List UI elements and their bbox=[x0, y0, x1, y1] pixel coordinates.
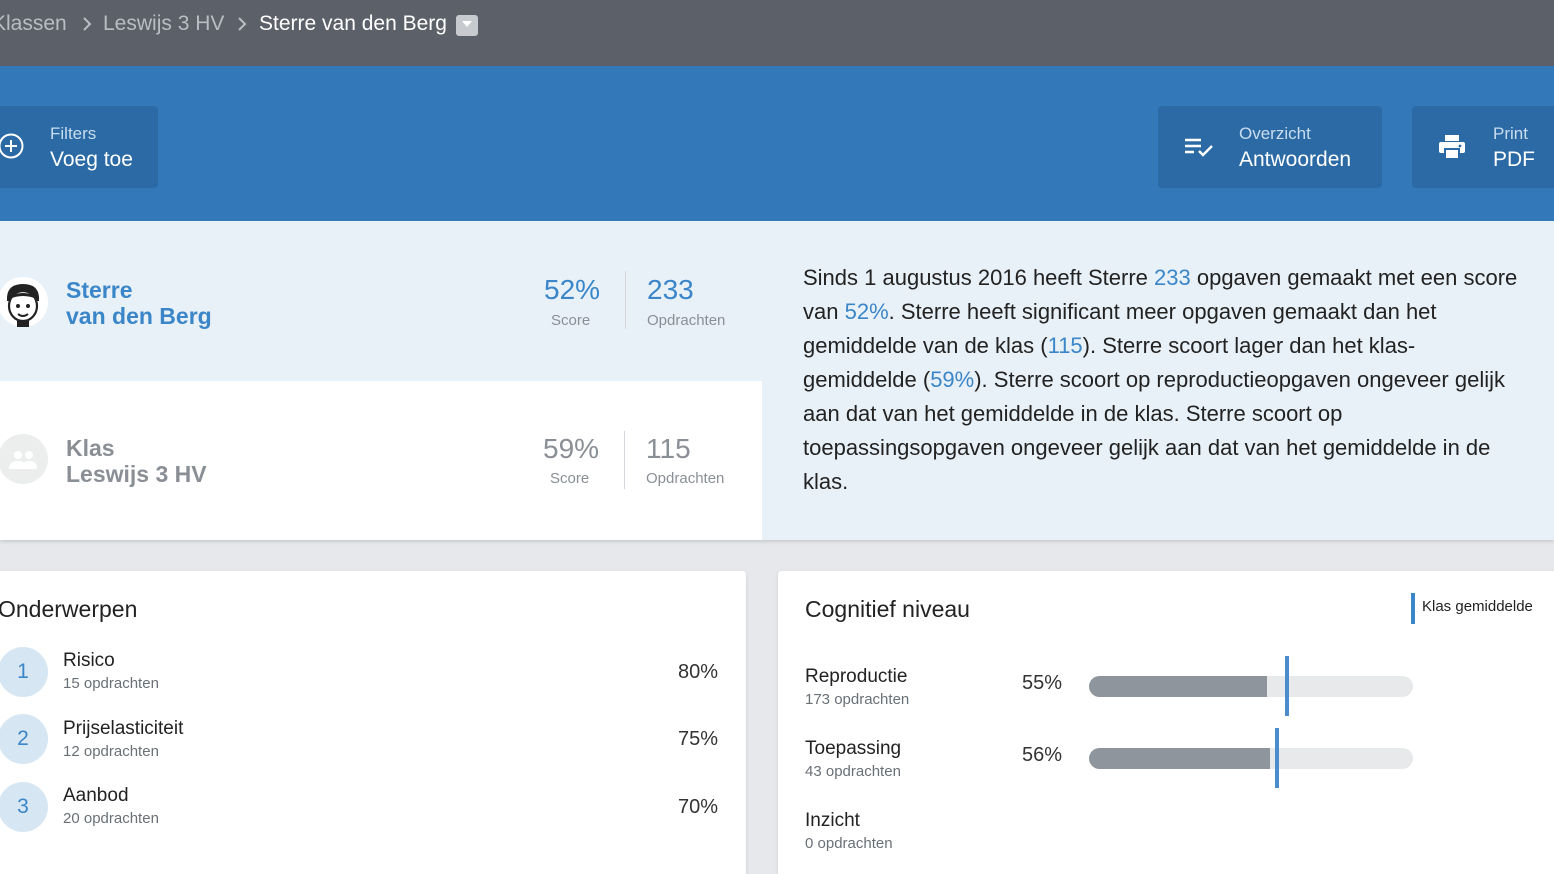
klas-count-label: Opdrachten bbox=[646, 470, 725, 487]
level-name: Inzicht bbox=[805, 810, 860, 831]
topic-score: 70% bbox=[677, 796, 718, 818]
group-icon bbox=[0, 434, 48, 484]
topic-number-badge: 3 bbox=[0, 782, 48, 832]
topic-name: Risico bbox=[63, 650, 115, 671]
level-score: 56% bbox=[1022, 744, 1063, 766]
onderwerpen-card: Onderwerpen 1 Risico 15 opdrachten 80% 2… bbox=[0, 571, 746, 874]
klas-score-label: Score bbox=[550, 470, 590, 487]
class-average-marker bbox=[1284, 656, 1289, 716]
topic-count: 15 opdrachten bbox=[63, 675, 159, 692]
print-pdf-button[interactable]: Print PDF bbox=[1412, 106, 1554, 188]
klas-row: Klas Leswijs 3 HV 59% Score 115 Opdracht… bbox=[0, 381, 762, 540]
filters-label: Filters bbox=[50, 124, 97, 143]
summary-description: Sinds 1 augustus 2016 heeft Sterre 233 o… bbox=[803, 265, 1518, 494]
class-average-marker bbox=[1274, 728, 1279, 788]
klas-count-value: 115 bbox=[646, 433, 691, 464]
topic-score: 80% bbox=[677, 661, 718, 683]
student-count-label: Opdrachten bbox=[647, 312, 726, 329]
top-bar: Klassen Leswijs 3 HV Sterre van den Berg bbox=[0, 0, 1554, 66]
student-avatar-icon bbox=[0, 277, 48, 327]
level-name: Toepassing bbox=[805, 738, 902, 759]
antwoorden-label: Antwoorden bbox=[1239, 148, 1352, 171]
caret-down-icon[interactable] bbox=[456, 15, 478, 36]
topic-number-badge: 2 bbox=[0, 714, 48, 764]
student-score-label: Score bbox=[551, 312, 591, 329]
summary-panel: Sterre van den Berg 52% Score 233 Opdrac… bbox=[0, 221, 1554, 540]
breadcrumb-current: Sterre van den Berg bbox=[259, 12, 447, 35]
chevron-right-icon bbox=[235, 14, 249, 34]
divider bbox=[624, 431, 625, 489]
topic-number-badge: 1 bbox=[0, 647, 48, 697]
pdf-label: PDF bbox=[1493, 148, 1535, 171]
level-count: 0 opdrachten bbox=[805, 835, 893, 852]
plus-circle-icon bbox=[0, 133, 24, 164]
overzicht-antwoorden-button[interactable]: Overzicht Antwoorden bbox=[1158, 106, 1382, 188]
breadcrumb-klas[interactable]: Leswijs 3 HV bbox=[103, 12, 225, 35]
print-label: Print bbox=[1493, 124, 1528, 143]
level-score: 55% bbox=[1022, 672, 1063, 694]
klas-score-value: 59% bbox=[543, 433, 600, 464]
student-score-value: 52% bbox=[544, 274, 601, 305]
printer-icon bbox=[1438, 134, 1466, 165]
level-bar-fill bbox=[1089, 748, 1271, 769]
breadcrumb-klassen[interactable]: Klassen bbox=[0, 12, 67, 35]
filters-action-label: Voeg toe bbox=[50, 148, 133, 171]
cognitief-niveau-card: Cognitief niveau Klas gemiddelde Reprodu… bbox=[778, 571, 1554, 874]
level-bar-fill bbox=[1089, 676, 1268, 697]
legend-label: Klas gemiddelde bbox=[1422, 598, 1533, 615]
student-name: Sterre van den Berg bbox=[66, 277, 212, 329]
legend-marker bbox=[1411, 593, 1415, 624]
topic-count: 20 opdrachten bbox=[63, 810, 159, 827]
checklist-icon bbox=[1184, 138, 1214, 163]
onderwerpen-title: Onderwerpen bbox=[0, 596, 138, 622]
overzicht-label: Overzicht bbox=[1239, 124, 1311, 143]
topic-count: 12 opdrachten bbox=[63, 743, 159, 760]
filters-button[interactable]: Filters Voeg toe bbox=[0, 106, 158, 188]
level-count: 173 opdrachten bbox=[805, 691, 910, 708]
chevron-right-icon bbox=[80, 14, 94, 34]
level-count: 43 opdrachten bbox=[805, 763, 901, 780]
level-name: Reproductie bbox=[805, 666, 908, 687]
topic-name: Prijselasticiteit bbox=[63, 718, 184, 739]
topic-score: 75% bbox=[677, 728, 718, 750]
cognitief-title: Cognitief niveau bbox=[805, 596, 970, 622]
topic-name: Aanbod bbox=[63, 785, 129, 806]
student-count-value: 233 bbox=[647, 274, 694, 305]
action-bar: Filters Voeg toe Overzicht Antwoorden Pr… bbox=[0, 66, 1554, 221]
level-bar-track bbox=[1089, 676, 1413, 697]
klas-name: Klas Leswijs 3 HV bbox=[66, 435, 207, 487]
level-bar-track bbox=[1089, 748, 1413, 769]
divider bbox=[625, 271, 626, 329]
